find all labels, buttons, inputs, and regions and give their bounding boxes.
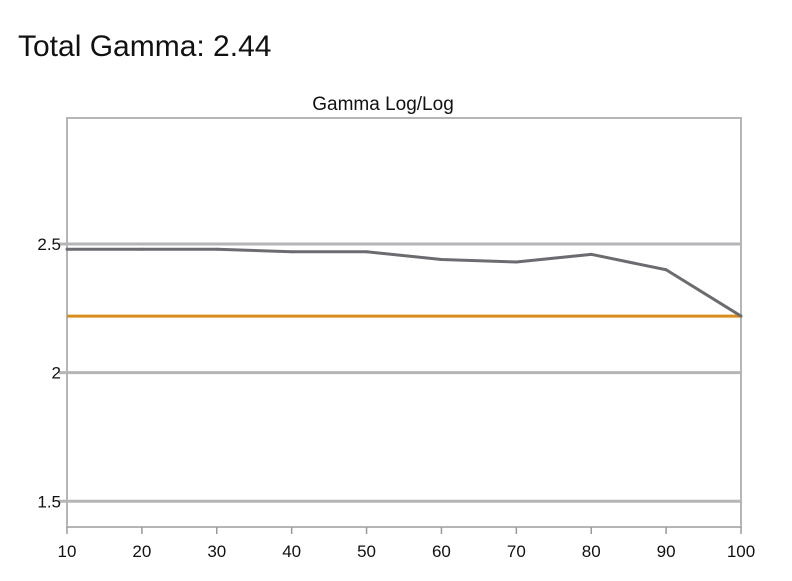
gamma-data-point: [589, 252, 593, 256]
x-tick-label: 70: [507, 542, 526, 561]
chart-title: Gamma Log/Log: [312, 94, 454, 115]
gamma-data-point: [514, 260, 518, 264]
gamma-data-point: [290, 250, 294, 254]
x-tick-label: 80: [582, 542, 601, 561]
x-tick-label: 60: [432, 542, 451, 561]
x-tick-label: 10: [58, 542, 77, 561]
y-tick-label: 1.5: [37, 492, 61, 511]
x-tick-label: 90: [657, 542, 676, 561]
gamma-series-line: [67, 247, 742, 318]
gamma-data-point: [664, 268, 668, 272]
gamma-data-point: [365, 250, 369, 254]
x-tick-label: 50: [357, 542, 376, 561]
gamma-data-point: [65, 247, 69, 251]
y-tick-label: 2: [52, 364, 61, 383]
gamma-data-point: [439, 257, 443, 261]
x-tick-label: 100: [727, 542, 755, 561]
y-axis-ticks: 1.5 2 2.5: [37, 235, 61, 511]
grid-lines: [59, 242, 741, 503]
plot-area-border: [66, 117, 742, 528]
x-tick-label: 30: [207, 542, 226, 561]
page-title: Total Gamma: 2.44: [18, 30, 272, 63]
x-tick-label: 40: [282, 542, 301, 561]
series-group: [65, 247, 743, 318]
gamma-data-point: [140, 247, 144, 251]
plot-frame: [66, 117, 742, 528]
gamma-data-point: [739, 314, 743, 318]
x-tick-label: 20: [132, 542, 151, 561]
gamma-data-point: [215, 247, 219, 251]
y-tick-label: 2.5: [37, 235, 61, 254]
x-axis-ticks: 10 20 30 40 50 60 70 80 90 100: [58, 527, 755, 561]
